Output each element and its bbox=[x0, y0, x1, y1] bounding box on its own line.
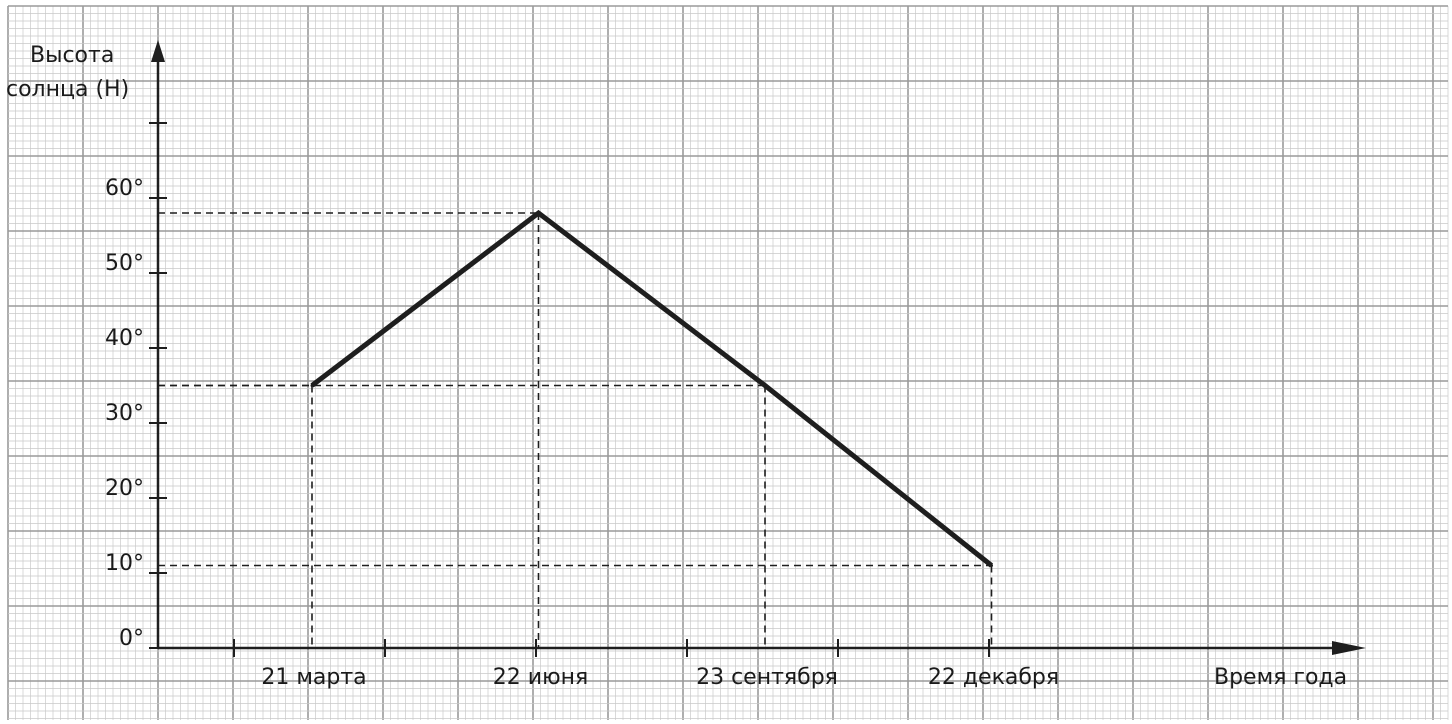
axes bbox=[149, 40, 1366, 657]
y-tick-label: 0° bbox=[119, 626, 144, 651]
labels: Высота солнца (Н) Время года 0° 10° 20° 30°… bbox=[6, 43, 1347, 690]
y-tick-label: 40° bbox=[105, 326, 144, 351]
y-tick-label: 30° bbox=[105, 401, 144, 426]
y-axis-title-line-2: солнца (Н) bbox=[6, 77, 129, 102]
x-tick-label: 21 марта bbox=[261, 665, 366, 690]
y-axis-arrow bbox=[151, 40, 165, 62]
x-axis-arrow bbox=[1332, 641, 1366, 655]
series-line bbox=[310, 209, 994, 568]
data-point bbox=[763, 384, 767, 387]
y-tick-label: 10° bbox=[105, 551, 144, 576]
x-tick-label: 22 июня bbox=[493, 665, 588, 690]
x-axis-title: Время года bbox=[1214, 665, 1347, 690]
y-tick-label: 20° bbox=[105, 476, 144, 501]
y-axis-title-line-1: Высота bbox=[30, 43, 114, 68]
data-point bbox=[310, 384, 314, 387]
series bbox=[310, 209, 994, 568]
x-tick-label: 23 сентября bbox=[696, 665, 838, 690]
guide-lines bbox=[158, 212, 993, 648]
grid bbox=[7, 5, 1449, 720]
data-point bbox=[537, 211, 540, 215]
y-tick-label: 60° bbox=[105, 176, 144, 201]
x-tick-label: 22 декабря bbox=[928, 665, 1059, 690]
data-point bbox=[990, 564, 993, 567]
y-tick-label: 50° bbox=[105, 251, 144, 276]
